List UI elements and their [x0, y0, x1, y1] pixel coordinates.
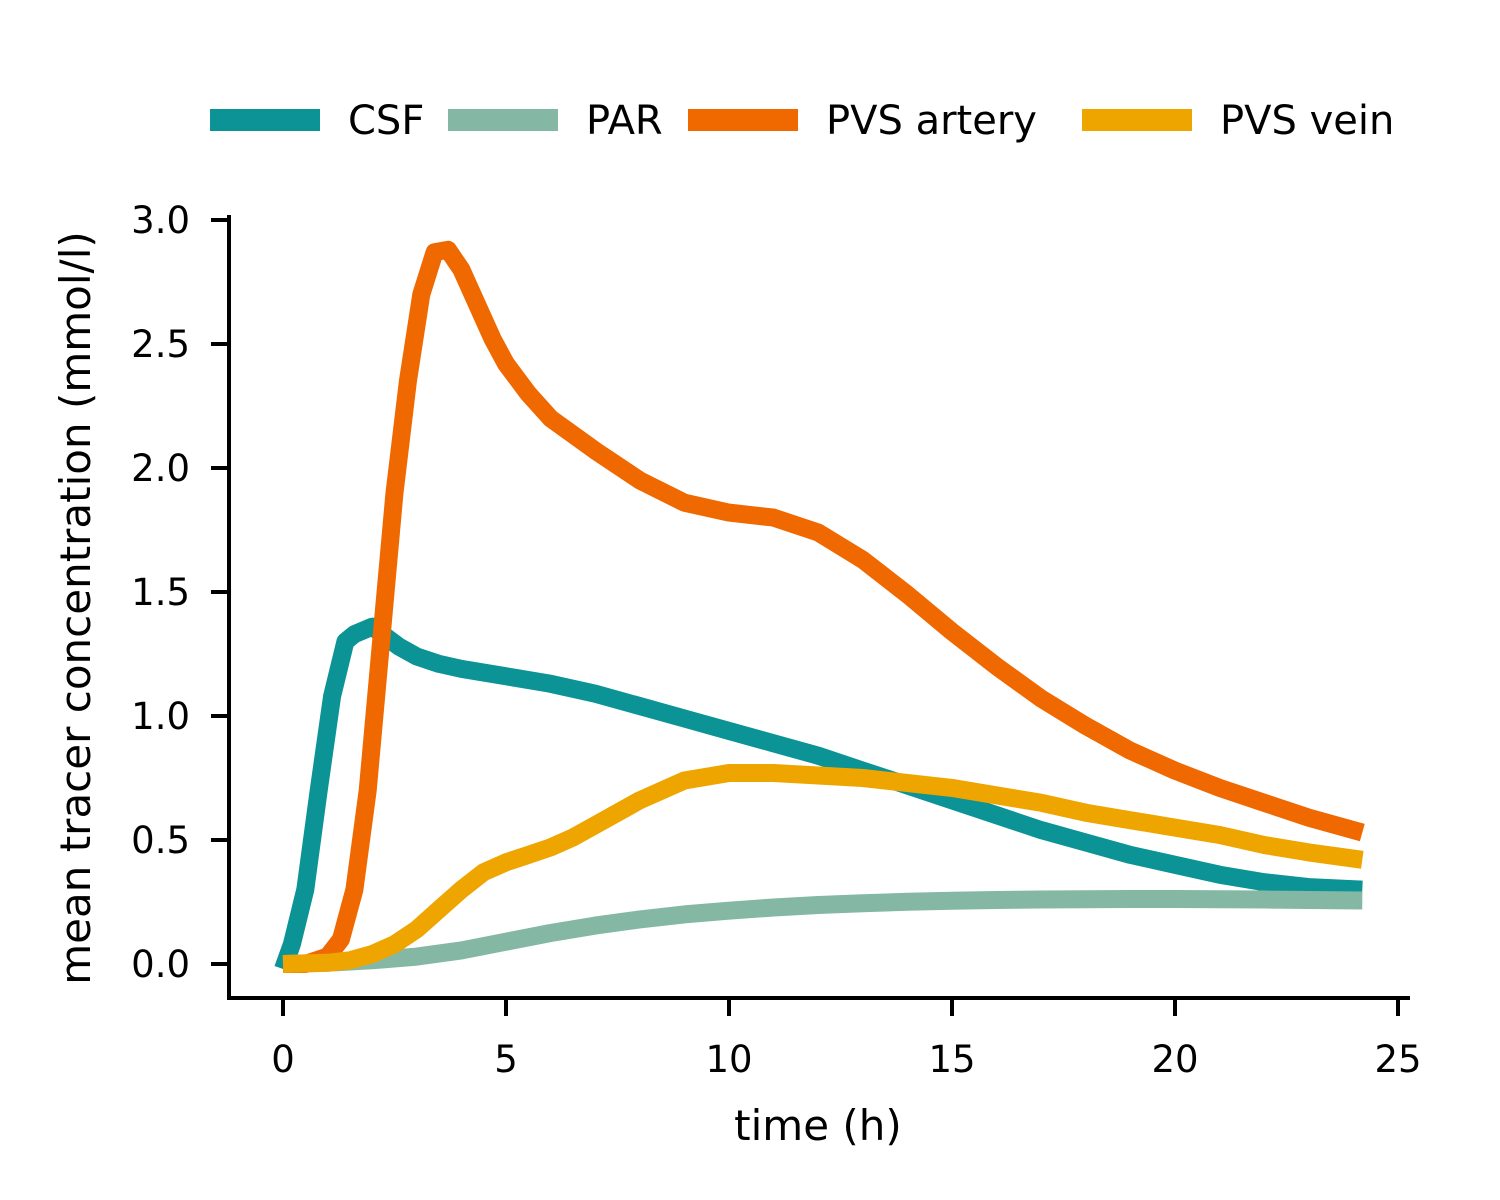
y-tick-label: 2.0 [131, 447, 190, 490]
legend: CSF PAR PVS artery PVS vein [210, 98, 1394, 144]
legend-label-csf: CSF [348, 98, 424, 144]
x-tick-label: 0 [271, 1038, 295, 1081]
x-tick-label: 10 [705, 1038, 752, 1081]
series-line-csf [274, 617, 1363, 973]
y-axis-title: mean tracer concentration (mmol/l) [51, 231, 100, 985]
x-tick-label: 5 [494, 1038, 518, 1081]
legend-label-par: PAR [586, 98, 663, 144]
legend-label-pvs-artery: PVS artery [826, 98, 1037, 144]
x-tick-label: 20 [1151, 1038, 1198, 1081]
y-tick-label: 2.5 [131, 323, 190, 366]
ticks: 0 5 10 15 20 25 0.0 0.5 1.0 1.5 2.0 2.5 3.0 [131, 199, 1421, 1081]
series-line-pvs-artery [283, 240, 1365, 973]
y-tick-label: 1.0 [131, 695, 190, 738]
series-line-par [282, 890, 1363, 973]
y-tick-label: 0.0 [131, 943, 190, 986]
legend-label-pvs-vein: PVS vein [1220, 98, 1394, 144]
y-tick-label: 0.5 [131, 819, 190, 862]
plot-series [274, 240, 1365, 973]
y-tick-label: 1.5 [131, 571, 190, 614]
y-tick-label: 3.0 [131, 199, 190, 242]
x-tick-label: 25 [1374, 1038, 1421, 1081]
x-axis-title: time (h) [734, 1101, 902, 1150]
series-line-pvs-vein [282, 764, 1364, 973]
x-tick-label: 15 [928, 1038, 975, 1081]
